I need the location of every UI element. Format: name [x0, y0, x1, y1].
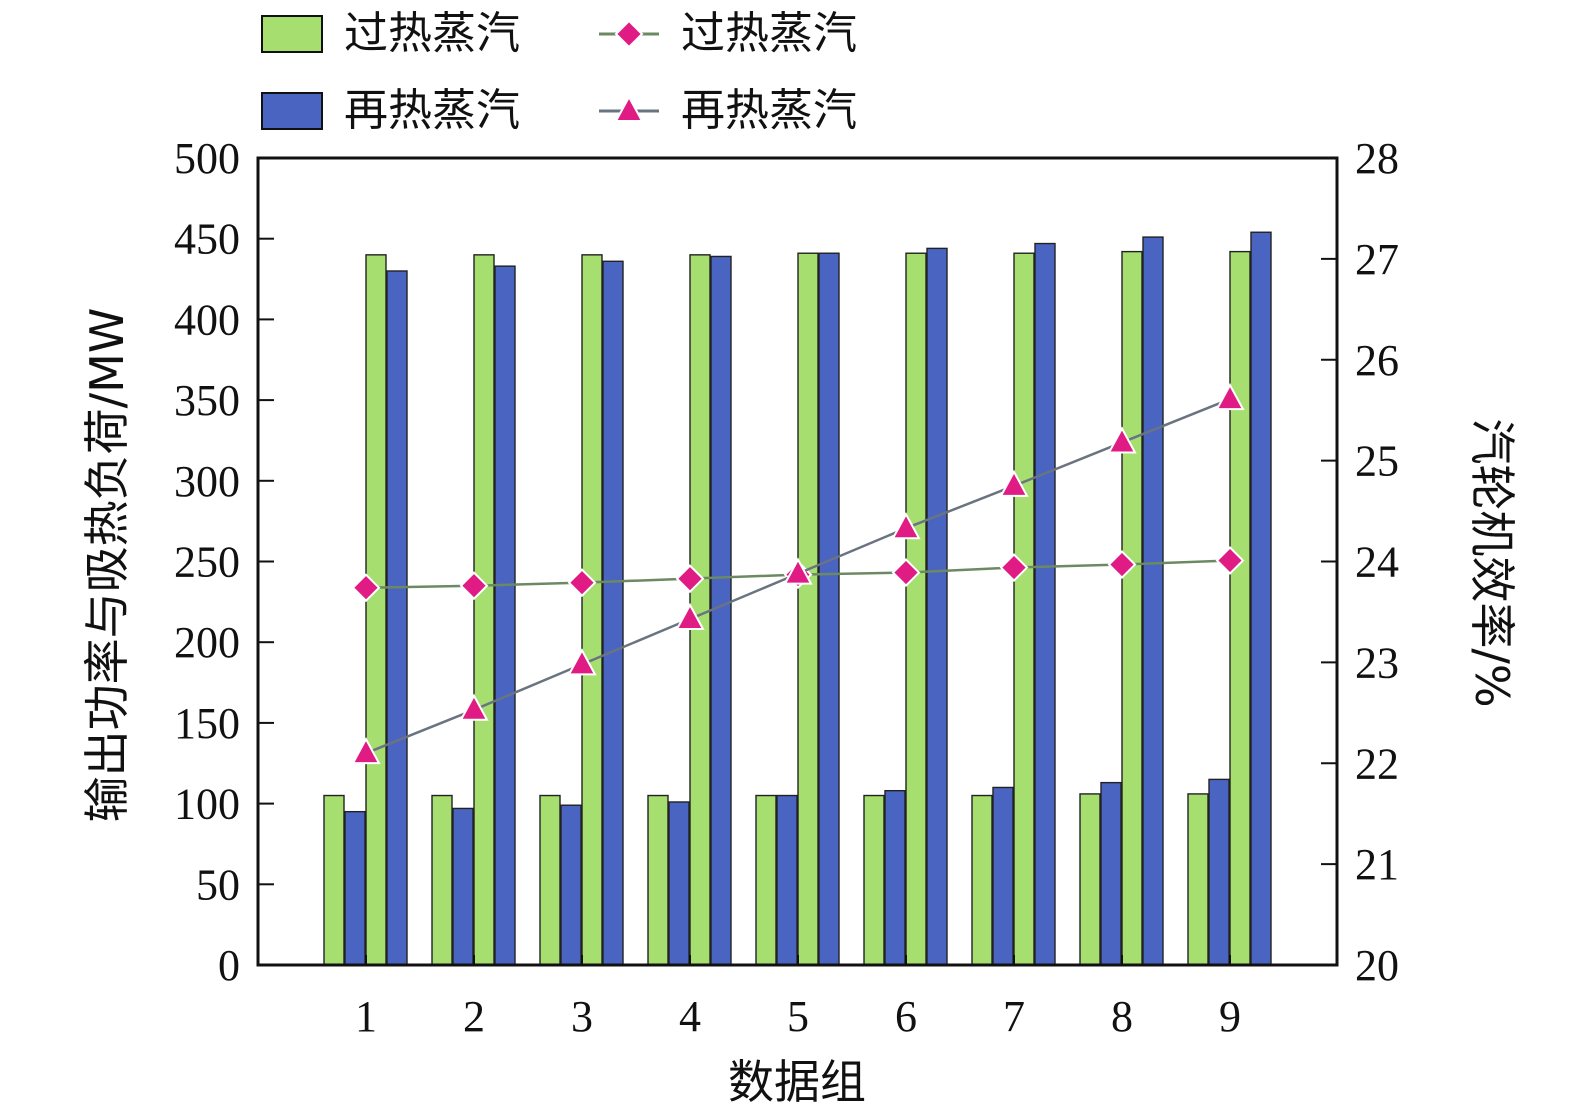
marker-diamond-2 — [459, 571, 489, 601]
bar-output-power-reheated-2 — [452, 807, 474, 966]
left-tick-label-50: 50 — [196, 860, 240, 909]
marker-diamond-9 — [1215, 546, 1245, 575]
right-tick-label-22: 22 — [1355, 739, 1399, 788]
left-tick-label-250: 250 — [174, 538, 240, 587]
bar-heat-load-reheated-1 — [386, 270, 408, 966]
x-tick-label-6: 6 — [895, 992, 917, 1041]
bar-heat-load-reheated-5 — [818, 252, 840, 966]
bar-output-power-superheated-3 — [539, 794, 561, 966]
legend-label-superheated-line: 过热蒸汽 — [681, 8, 857, 59]
right-tick-label-24: 24 — [1355, 538, 1399, 587]
right-tick-label-26: 26 — [1355, 336, 1399, 385]
marker-diamond-3 — [567, 568, 597, 598]
x-axis-title: 数据组 — [728, 1055, 866, 1109]
bar-heat-load-reheated-7 — [1034, 242, 1056, 966]
bar-heat-load-superheated-1 — [365, 254, 387, 966]
marker-triangle-5 — [783, 557, 813, 585]
bar-output-power-superheated-8 — [1079, 793, 1101, 966]
bar-heat-load-reheated-4 — [710, 255, 732, 966]
bar-heat-load-superheated-8 — [1121, 250, 1143, 966]
legend-label-reheated-bar: 再热蒸汽 — [344, 85, 520, 136]
bar-heat-load-reheated-8 — [1142, 236, 1164, 966]
bar-heat-load-reheated-6 — [926, 247, 948, 966]
marker-diamond-1 — [351, 573, 381, 603]
bar-output-power-reheated-4 — [668, 801, 690, 966]
marker-triangle-4 — [675, 602, 705, 630]
bar-heat-load-superheated-5 — [797, 252, 819, 966]
left-tick-label-400: 400 — [174, 295, 240, 344]
marker-diamond-4 — [675, 564, 705, 594]
legend-label-reheated-line: 再热蒸汽 — [681, 85, 857, 136]
x-tick-label-4: 4 — [679, 992, 701, 1041]
x-tick-label-8: 8 — [1111, 992, 1133, 1041]
left-tick-label-0: 0 — [218, 941, 240, 990]
bar-heat-load-reheated-3 — [602, 260, 624, 966]
marker-diamond-6 — [891, 558, 921, 588]
right-tick-label-28: 28 — [1355, 134, 1399, 183]
bar-heat-load-superheated-6 — [905, 252, 927, 966]
bar-output-power-reheated-8 — [1100, 781, 1122, 966]
x-tick-label-9: 9 — [1219, 992, 1241, 1041]
right-tick-label-21: 21 — [1355, 840, 1399, 889]
left-tick-label-100: 100 — [174, 780, 240, 829]
legend-triangle-icon — [614, 94, 644, 122]
legend-label-superheated-bar: 过热蒸汽 — [344, 8, 520, 59]
legend-diamond-icon — [614, 19, 644, 49]
bar-output-power-reheated-6 — [884, 789, 906, 966]
marker-diamond-7 — [999, 553, 1029, 582]
marker-diamond-8 — [1107, 550, 1137, 579]
legend-bar-swatch-superheated — [261, 15, 323, 53]
marker-triangle-2 — [459, 693, 489, 721]
right-tick-label-27: 27 — [1355, 235, 1399, 284]
marker-triangle-7 — [999, 469, 1029, 497]
bar-output-power-superheated-4 — [647, 794, 669, 966]
x-tick-label-2: 2 — [463, 992, 485, 1041]
right-tick-label-23: 23 — [1355, 638, 1399, 687]
left-tick-label-350: 350 — [174, 376, 240, 425]
x-tick-label-3: 3 — [571, 992, 593, 1041]
right-axis-title: 汽轮机效率/% — [1465, 418, 1519, 707]
bar-output-power-superheated-5 — [755, 794, 777, 966]
marker-triangle-8 — [1107, 426, 1137, 454]
x-tick-label-7: 7 — [1003, 992, 1025, 1041]
bar-heat-load-superheated-9 — [1229, 250, 1251, 966]
bar-heat-load-superheated-3 — [581, 254, 603, 966]
bar-output-power-reheated-7 — [992, 786, 1014, 966]
bar-output-power-superheated-2 — [431, 794, 453, 966]
bar-heat-load-reheated-2 — [494, 265, 516, 966]
right-tick-label-25: 25 — [1355, 437, 1399, 486]
marker-triangle-3 — [567, 648, 597, 676]
legend-bar-swatch-reheated — [261, 92, 323, 130]
marker-triangle-6 — [891, 512, 921, 540]
left-axis-title: 输出功率与吸热负荷/MW — [80, 308, 134, 823]
bar-output-power-reheated-9 — [1208, 778, 1230, 966]
left-tick-label-500: 500 — [174, 134, 240, 183]
left-tick-label-450: 450 — [174, 215, 240, 264]
bar-output-power-reheated-5 — [776, 794, 798, 966]
bar-heat-load-reheated-9 — [1250, 231, 1272, 966]
marker-triangle-9 — [1215, 382, 1245, 411]
bar-heat-load-superheated-2 — [473, 254, 495, 966]
bar-output-power-superheated-6 — [863, 794, 885, 966]
x-tick-label-5: 5 — [787, 992, 809, 1041]
left-tick-label-200: 200 — [174, 618, 240, 667]
right-tick-label-20: 20 — [1355, 941, 1399, 990]
bar-output-power-superheated-7 — [971, 794, 993, 966]
x-tick-label-1: 1 — [355, 992, 377, 1041]
bar-output-power-reheated-3 — [560, 804, 582, 966]
left-tick-label-150: 150 — [174, 699, 240, 748]
marker-triangle-1 — [351, 737, 381, 765]
bar-output-power-reheated-1 — [344, 810, 366, 966]
bar-output-power-superheated-9 — [1187, 793, 1209, 966]
bar-output-power-superheated-1 — [323, 794, 345, 966]
left-tick-label-300: 300 — [174, 457, 240, 506]
bar-heat-load-superheated-7 — [1013, 252, 1035, 966]
